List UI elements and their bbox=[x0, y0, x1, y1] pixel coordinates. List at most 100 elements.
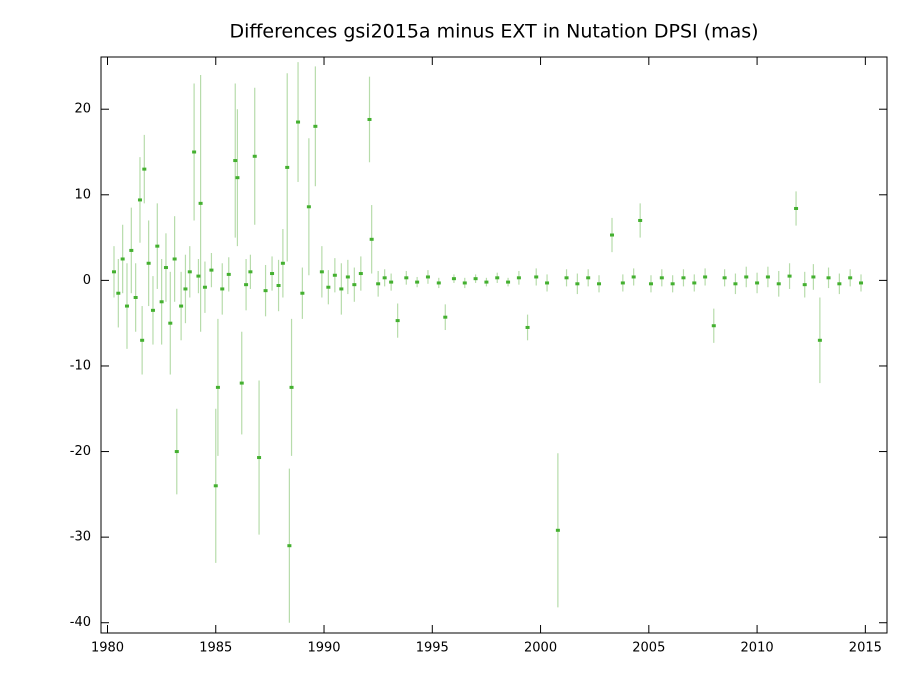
point bbox=[187, 270, 192, 274]
point bbox=[525, 325, 530, 329]
point bbox=[859, 281, 864, 285]
y-tick-label: 20 bbox=[74, 102, 91, 117]
point bbox=[196, 274, 201, 278]
point bbox=[755, 281, 760, 285]
point bbox=[270, 272, 275, 276]
point bbox=[120, 257, 125, 261]
point bbox=[670, 282, 675, 286]
point bbox=[802, 283, 807, 287]
point bbox=[142, 167, 147, 171]
point bbox=[172, 257, 177, 261]
point bbox=[209, 268, 214, 272]
point bbox=[826, 276, 831, 280]
point bbox=[192, 150, 197, 154]
point bbox=[722, 276, 727, 280]
point bbox=[506, 280, 511, 284]
point bbox=[150, 308, 155, 312]
point bbox=[659, 276, 664, 280]
point bbox=[516, 276, 521, 280]
point bbox=[124, 304, 129, 308]
point bbox=[382, 276, 387, 280]
y-tick-label: -20 bbox=[70, 444, 91, 459]
point bbox=[111, 270, 116, 274]
point bbox=[404, 276, 409, 280]
point bbox=[326, 285, 331, 289]
point bbox=[620, 281, 625, 285]
point bbox=[744, 275, 749, 279]
point bbox=[244, 283, 249, 287]
point bbox=[352, 283, 357, 287]
point bbox=[220, 287, 225, 291]
point bbox=[263, 289, 268, 293]
point bbox=[586, 276, 591, 280]
y-tick-label: 0 bbox=[83, 273, 91, 288]
point bbox=[213, 484, 218, 488]
point bbox=[137, 198, 142, 202]
x-tick-label: 1995 bbox=[416, 641, 449, 656]
point bbox=[473, 277, 478, 281]
point bbox=[495, 276, 500, 280]
point bbox=[534, 275, 539, 279]
point bbox=[280, 261, 285, 265]
point bbox=[319, 270, 324, 274]
point bbox=[794, 206, 799, 210]
point bbox=[575, 282, 580, 286]
point bbox=[369, 237, 374, 241]
plot-frame bbox=[100, 56, 888, 634]
point bbox=[837, 282, 842, 286]
point bbox=[425, 275, 430, 279]
point bbox=[692, 281, 697, 285]
point bbox=[681, 276, 686, 280]
chart-title: Differences gsi2015a minus EXT in Nutati… bbox=[229, 21, 758, 43]
point bbox=[638, 218, 643, 222]
point bbox=[168, 321, 173, 325]
point bbox=[817, 338, 822, 342]
point bbox=[248, 270, 253, 274]
point bbox=[289, 385, 294, 389]
point bbox=[129, 248, 134, 252]
point bbox=[215, 385, 220, 389]
x-tick-label: 2000 bbox=[524, 641, 557, 656]
point bbox=[564, 276, 569, 280]
point bbox=[339, 287, 344, 291]
point bbox=[443, 315, 448, 319]
point bbox=[116, 291, 121, 295]
point bbox=[198, 201, 203, 205]
point bbox=[811, 275, 816, 279]
point bbox=[239, 381, 244, 385]
x-tick-label: 1985 bbox=[199, 641, 232, 656]
point bbox=[133, 295, 138, 299]
point bbox=[306, 205, 311, 209]
point bbox=[415, 280, 420, 284]
point bbox=[332, 273, 337, 277]
point bbox=[313, 124, 318, 128]
point bbox=[733, 282, 738, 286]
point bbox=[146, 261, 151, 265]
x-tick-label: 1980 bbox=[91, 641, 124, 656]
x-tick-label: 2005 bbox=[632, 641, 665, 656]
point bbox=[631, 275, 636, 279]
point bbox=[610, 233, 615, 237]
point bbox=[287, 544, 292, 548]
point bbox=[252, 154, 257, 158]
point bbox=[159, 300, 164, 304]
point bbox=[235, 176, 240, 180]
point bbox=[376, 282, 381, 286]
y-tick-label: -10 bbox=[70, 358, 91, 373]
y-tick-label: 10 bbox=[74, 187, 91, 202]
point bbox=[300, 291, 305, 295]
point bbox=[140, 338, 145, 342]
point bbox=[179, 304, 184, 308]
point bbox=[174, 450, 179, 454]
point bbox=[367, 117, 372, 121]
point bbox=[276, 284, 281, 288]
point bbox=[233, 159, 238, 163]
point bbox=[257, 456, 262, 460]
point bbox=[163, 266, 168, 270]
x-tick-label: 1990 bbox=[307, 641, 340, 656]
point bbox=[345, 275, 350, 279]
point bbox=[285, 165, 290, 169]
point bbox=[848, 276, 853, 280]
point bbox=[545, 281, 550, 285]
